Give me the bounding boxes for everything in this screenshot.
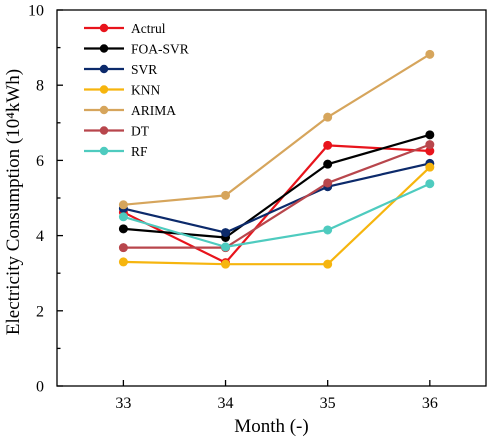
series-rf <box>118 179 435 252</box>
data-point <box>323 159 333 169</box>
series-svr <box>118 158 435 238</box>
x-tick-label: 33 <box>115 395 131 412</box>
x-tick-label: 35 <box>320 395 336 412</box>
y-tick-label: 0 <box>36 379 44 396</box>
legend-marker <box>99 146 109 156</box>
data-point <box>425 49 435 59</box>
plot-frame <box>56 9 487 387</box>
legend-label: SVR <box>131 62 157 77</box>
legend-item: Actrul <box>84 21 166 36</box>
axes-layer: 33 34 35 36 0 2 4 6 8 10 <box>28 3 487 412</box>
data-point <box>323 178 333 188</box>
data-point <box>425 140 435 150</box>
x-axis-title: Month (-) <box>234 416 308 437</box>
data-point <box>221 259 231 269</box>
data-point <box>323 140 333 150</box>
y-tick-label: 2 <box>36 303 44 320</box>
data-point <box>323 225 333 235</box>
series-line <box>123 143 431 249</box>
data-point <box>221 242 231 252</box>
series-line <box>122 144 430 264</box>
x-tick-label: 34 <box>218 395 234 412</box>
series-line <box>123 162 431 234</box>
y-tick-label: 8 <box>36 78 44 95</box>
legend-marker <box>99 64 109 74</box>
legend-marker <box>99 44 109 53</box>
series-line <box>123 53 431 206</box>
legend-label: ARIMA <box>131 103 176 118</box>
legend-marker <box>99 23 109 33</box>
series-arima <box>118 49 435 210</box>
data-point <box>323 259 333 269</box>
legend-marker <box>99 85 109 94</box>
legend-marker <box>99 105 109 115</box>
data-point <box>425 179 435 189</box>
data-point <box>118 243 128 253</box>
series-line <box>123 182 431 248</box>
series-knn <box>118 162 435 269</box>
series-line <box>123 166 431 266</box>
legend-label: RF <box>131 144 148 159</box>
legend-item: DT <box>84 124 150 139</box>
series-foa-svr <box>118 130 435 242</box>
data-point <box>118 257 128 267</box>
data-point <box>221 228 231 238</box>
data-point <box>323 112 333 122</box>
data-point <box>118 224 128 234</box>
data-point <box>118 212 128 222</box>
legend-item: FOA-SVR <box>84 42 189 57</box>
series-layer <box>118 49 435 269</box>
legend-item: ARIMA <box>84 103 176 118</box>
data-point <box>425 162 435 172</box>
y-axis-title: Electricity Consumption (10⁴kWh) <box>3 69 24 335</box>
legend-item: SVR <box>84 62 157 77</box>
legend-label: KNN <box>131 83 160 98</box>
y-tick-label: 6 <box>36 153 44 170</box>
x-tick-label: 36 <box>422 395 438 412</box>
legend: Actrul FOA-SVR SVR KNN ARIMA DT RF <box>84 21 189 159</box>
legend-marker <box>99 126 109 135</box>
series-line <box>123 133 431 239</box>
data-point <box>425 130 435 140</box>
series-dt <box>118 140 435 253</box>
legend-label: DT <box>131 124 150 139</box>
data-point <box>221 190 231 200</box>
legend-label: FOA-SVR <box>131 42 189 57</box>
legend-item: RF <box>84 144 148 159</box>
y-tick-label: 10 <box>28 3 44 20</box>
y-tick-label: 4 <box>36 228 44 245</box>
legend-label: Actrul <box>131 21 166 36</box>
data-point <box>118 200 128 210</box>
legend-item: KNN <box>84 83 160 98</box>
